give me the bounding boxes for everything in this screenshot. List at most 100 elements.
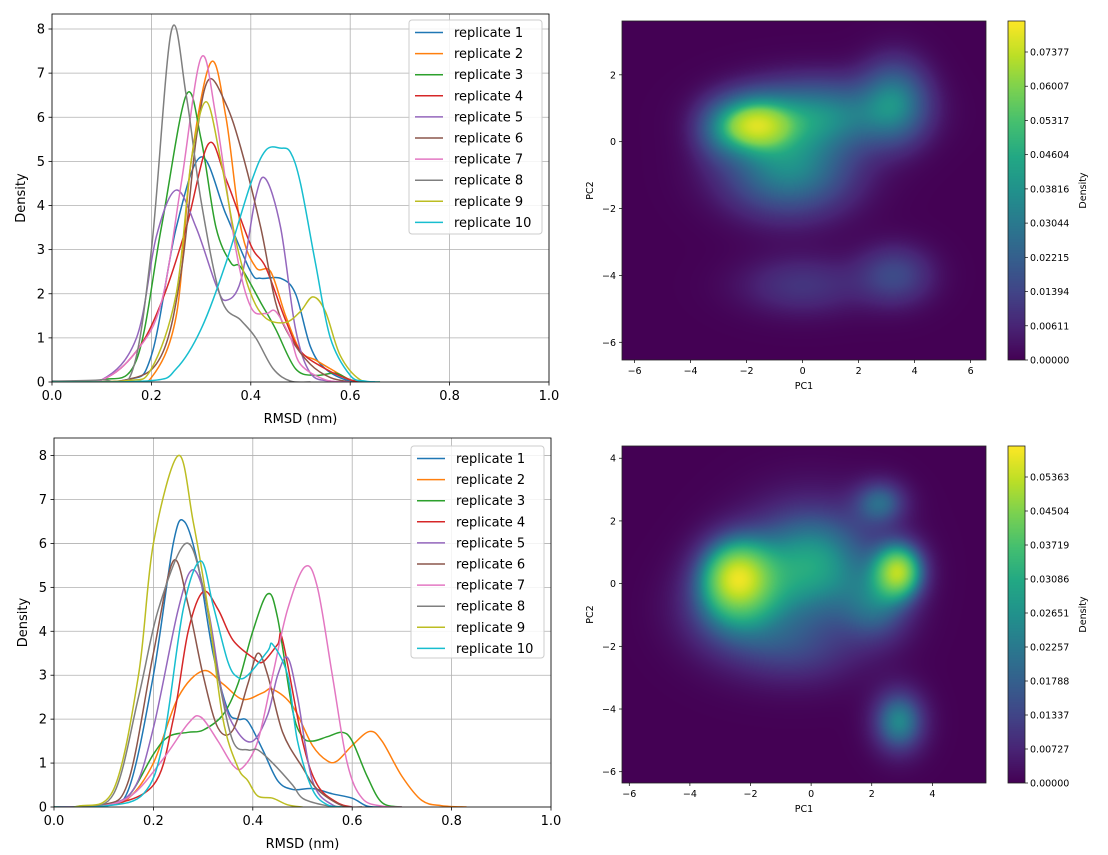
colorbar: 0.00000 0.00727 0.01337 0.01788 0.02257 0.026… <box>1007 445 1089 790</box>
colorbar-tick-label: 0.01337 <box>1030 711 1069 722</box>
legend-item: replicate 7 <box>417 579 525 594</box>
y-tick-label: −2 <box>602 642 616 653</box>
colorbar-tick-label: 0.04604 <box>1030 150 1069 161</box>
x-tick-label: 0 <box>800 366 806 377</box>
series-line-replicate-10 <box>54 560 343 807</box>
plot-frame <box>621 20 987 361</box>
legend-item: replicate 3 <box>417 494 525 509</box>
y-tick-label: 4 <box>610 454 616 465</box>
y-tick-label: 7 <box>37 67 45 82</box>
x-tick-label: −2 <box>743 789 757 800</box>
legend-label: replicate 6 <box>456 558 525 573</box>
legend-item: replicate 8 <box>415 174 523 189</box>
colorbar-tick-label: 0.01394 <box>1030 287 1069 298</box>
series-line-replicate-6 <box>52 77 351 382</box>
y-tick-label: 4 <box>39 625 47 640</box>
colorbar-tick-label: 0.03044 <box>1030 219 1069 230</box>
y-tick-label: 0 <box>39 801 47 816</box>
colorbar-top <box>1008 21 1025 360</box>
legend-box <box>410 445 545 659</box>
y-tick-label: −6 <box>602 767 616 778</box>
legend-label: replicate 10 <box>456 642 533 657</box>
colorbar-frame <box>1007 20 1026 361</box>
y-tick-label: 6 <box>37 111 45 126</box>
colorbar-tick-label: 0.02651 <box>1030 609 1069 620</box>
legend-label: replicate 7 <box>454 153 523 168</box>
legend-label: replicate 8 <box>456 600 525 615</box>
legend-item: replicate 3 <box>415 68 523 83</box>
legend-label: replicate 9 <box>454 195 523 210</box>
x-tick-label: 0.0 <box>44 814 65 829</box>
series-line-replicate-2 <box>52 60 366 382</box>
y-tick-label: 2 <box>610 516 616 527</box>
series-lines <box>52 24 381 382</box>
x-tick-label: 0.4 <box>242 814 263 829</box>
colorbar-tick-label: 0.07377 <box>1030 48 1069 59</box>
legend-item: replicate 1 <box>415 26 523 41</box>
colorbar-label: Density <box>1078 596 1089 632</box>
x-tick-label: 0 <box>808 789 814 800</box>
series-line-replicate-1 <box>54 518 383 807</box>
legend-label: replicate 5 <box>454 110 523 125</box>
legend-label: replicate 2 <box>454 47 523 62</box>
legend-item: replicate 10 <box>417 642 533 657</box>
legend-label: replicate 5 <box>456 536 525 551</box>
x-tick-label: 2 <box>856 366 862 377</box>
colorbar-tick-label: 0.03816 <box>1030 184 1069 195</box>
colorbar-tick-label: 0.06007 <box>1030 82 1069 93</box>
legend-label: replicate 7 <box>456 579 525 594</box>
y-tick-label: 5 <box>37 155 45 170</box>
x-tick-label: 4 <box>912 366 918 377</box>
series-line-replicate-6 <box>54 559 363 807</box>
x-axis-label: PC1 <box>795 804 813 815</box>
colorbar: 0.00000 0.00611 0.01394 0.02215 0.03044 0.038… <box>1007 20 1089 367</box>
legend-item: replicate 1 <box>417 452 525 467</box>
legend: replicate 1 replicate 2 replicate 3 replica… <box>410 445 545 659</box>
y-tick-label: −2 <box>602 204 616 215</box>
x-tick-label: 1.0 <box>541 814 562 829</box>
series-line-replicate-2 <box>54 669 467 807</box>
legend-item: replicate 4 <box>417 515 525 530</box>
x-tick-label: 0.6 <box>340 389 361 404</box>
colorbar-tick-label: 0.02257 <box>1030 643 1069 654</box>
legend-item: replicate 9 <box>415 195 523 210</box>
colorbar-frame <box>1007 445 1026 784</box>
y-tick-label: 8 <box>39 449 47 464</box>
x-tick-label: 0.8 <box>439 389 460 404</box>
legend-label: replicate 4 <box>456 515 525 530</box>
y-tick-label: 5 <box>39 581 47 596</box>
colorbar-tick-label: 0.03719 <box>1030 541 1069 552</box>
y-tick-label: 2 <box>610 70 616 81</box>
y-axis-label: Density <box>14 173 29 223</box>
legend-item: replicate 4 <box>415 89 523 104</box>
legend-item: replicate 7 <box>415 153 523 168</box>
y-tick-label: 6 <box>39 537 47 552</box>
colorbar-tick-label: 0.00611 <box>1030 321 1069 332</box>
x-axis-label: RMSD (nm) <box>264 412 338 427</box>
legend-item: replicate 10 <box>415 216 531 231</box>
series-line-replicate-3 <box>54 592 403 807</box>
series-line-replicate-7 <box>54 565 402 807</box>
y-tick-label: −4 <box>602 271 616 282</box>
legend-item: replicate 6 <box>415 132 523 147</box>
legend-label: replicate 10 <box>454 216 531 231</box>
x-tick-label: −2 <box>740 366 754 377</box>
x-tick-label: −4 <box>683 789 697 800</box>
legend-label: replicate 6 <box>454 132 523 147</box>
x-tick-label: 0.2 <box>141 389 162 404</box>
y-axis-label: Density <box>16 597 31 647</box>
x-tick-label: 0.0 <box>42 389 63 404</box>
y-tick-label: −6 <box>602 338 616 349</box>
plot-frame <box>53 437 552 808</box>
colorbar-tick-label: 0.00000 <box>1030 779 1069 790</box>
colorbar-tick-label: 0.00727 <box>1030 745 1069 756</box>
series-line-replicate-8 <box>54 542 343 807</box>
pca-density-heatmap-bottom <box>622 446 986 783</box>
y-tick-label: 0 <box>610 579 616 590</box>
colorbar-tick-label: 0.00000 <box>1030 356 1069 367</box>
legend-label: replicate 9 <box>456 621 525 636</box>
legend-label: replicate 8 <box>454 174 523 189</box>
series-line-replicate-9 <box>52 101 381 382</box>
colorbar-tick-label: 0.04504 <box>1030 507 1069 518</box>
